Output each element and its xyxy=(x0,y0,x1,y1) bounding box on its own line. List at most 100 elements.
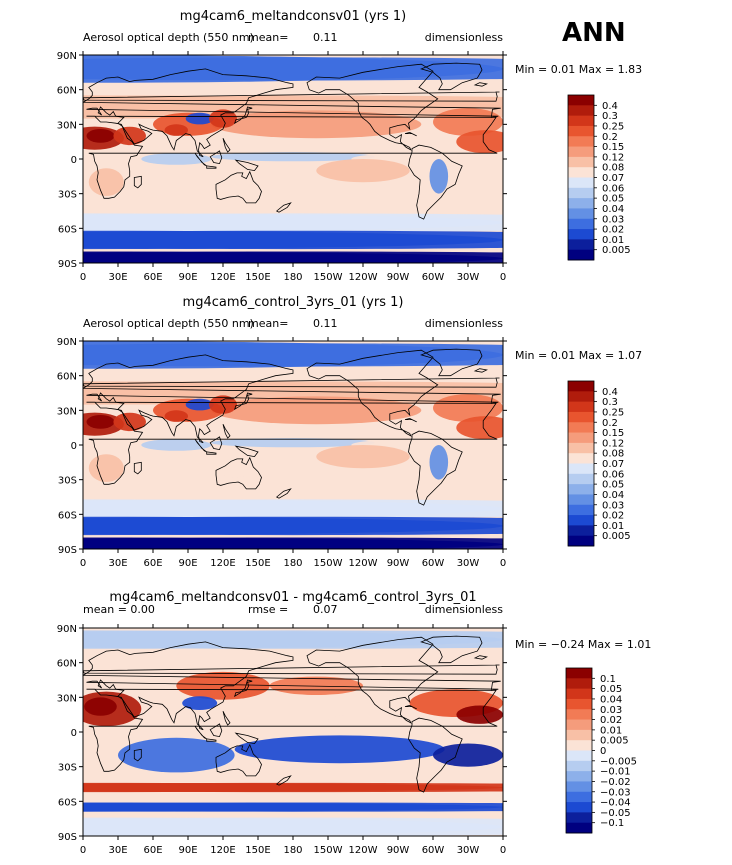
contour-field xyxy=(83,55,503,263)
colorbar-label: 0.08 xyxy=(602,163,624,174)
coastline xyxy=(83,641,501,731)
colorbar-label: 0.02 xyxy=(602,225,624,236)
y-tick-label: 60N xyxy=(57,372,77,383)
y-tick-label: 30N xyxy=(57,406,77,417)
x-tick-label: 120W xyxy=(349,272,378,283)
x-tick-label: 30W xyxy=(457,845,480,856)
coastline xyxy=(83,68,501,158)
y-tick-label: 60N xyxy=(57,659,77,670)
contour-field xyxy=(83,341,503,549)
colorbar-swatch xyxy=(566,709,592,720)
y-tick-label: 0 xyxy=(71,155,77,166)
colorbar-swatch xyxy=(568,535,594,547)
colorbar-swatch xyxy=(568,515,594,526)
x-tick-label: 60W xyxy=(422,558,445,569)
contour-region xyxy=(316,159,410,183)
colorbar-label: 0.02 xyxy=(600,715,622,726)
min-max-label: Min = 0.01 Max = 1.83 xyxy=(515,63,642,76)
colorbar-swatch xyxy=(568,239,594,251)
x-tick-label: 120E xyxy=(210,845,235,856)
colorbar-swatch xyxy=(568,432,594,444)
contour-region xyxy=(185,398,214,411)
coastline xyxy=(234,159,259,172)
coastline xyxy=(275,488,292,499)
colorbar-swatch xyxy=(566,781,592,793)
contour-region xyxy=(211,152,375,162)
y-tick-label: 90N xyxy=(57,51,77,62)
y-tick-label: 0 xyxy=(71,441,77,452)
x-tick-label: 120E xyxy=(210,558,235,569)
colorbar-swatch xyxy=(566,812,592,824)
contour-region xyxy=(164,124,188,136)
coastline xyxy=(83,354,501,444)
units-label: dimensionless xyxy=(425,317,504,330)
colorbar-swatch xyxy=(568,422,594,433)
map-background xyxy=(83,628,503,836)
coastline xyxy=(83,91,500,102)
contour-region xyxy=(83,802,503,812)
colorbar-label: 0.06 xyxy=(602,469,624,480)
contour-region xyxy=(456,416,503,440)
colorbar-swatch xyxy=(568,494,594,506)
x-tick-label: 60E xyxy=(143,272,162,283)
coastline xyxy=(206,451,217,455)
coastline xyxy=(404,417,417,423)
colorbar-swatch xyxy=(566,771,592,782)
mean-label: mean= xyxy=(248,317,288,330)
colorbar-swatch xyxy=(568,95,594,106)
panel-2: mg4cam6_control_3yrs_01 (yrs 1) Aerosol o… xyxy=(57,295,642,569)
x-tick-label: 120W xyxy=(349,845,378,856)
coastline xyxy=(234,679,253,698)
colorbar-label: 0.07 xyxy=(602,459,624,470)
contour-region xyxy=(164,410,188,422)
contour-region xyxy=(433,743,503,767)
coastline xyxy=(234,732,259,745)
x-tick-label: 30W xyxy=(457,272,480,283)
x-tick-label: 0 xyxy=(500,845,506,856)
x-tick-label: 180 xyxy=(283,272,302,283)
x-tick-label: 120W xyxy=(349,558,378,569)
colorbar-label: 0.2 xyxy=(602,132,618,143)
contour-region xyxy=(176,671,270,700)
contour-region xyxy=(83,537,503,549)
coastline xyxy=(83,377,500,388)
x-tick-label: 0 xyxy=(80,558,86,569)
colorbar-label: 0.005 xyxy=(602,245,631,256)
contour-region xyxy=(86,129,115,143)
coastline xyxy=(86,688,498,772)
colorbar-label: 0.04 xyxy=(600,694,622,705)
x-tick-label: 30W xyxy=(457,558,480,569)
colorbar-label: 0.3 xyxy=(602,397,618,408)
panel-title: mg4cam6_control_3yrs_01 (yrs 1) xyxy=(183,295,404,310)
coastline xyxy=(404,704,417,710)
colorbar-label: −0.05 xyxy=(600,808,631,819)
x-tick-label: 0 xyxy=(500,272,506,283)
colorbar-label: 0.12 xyxy=(602,438,624,449)
colorbar-label: 0.02 xyxy=(602,511,624,522)
coastline xyxy=(206,165,217,169)
colorbar-label: 0.04 xyxy=(602,490,624,501)
x-tick-label: 0 xyxy=(80,845,86,856)
colorbar-label: 0.4 xyxy=(602,387,618,398)
colorbar-swatch xyxy=(566,719,592,731)
x-tick-label: 150E xyxy=(245,845,270,856)
y-tick-label: 90N xyxy=(57,337,77,348)
coastline xyxy=(234,445,259,458)
mean-value: 0.11 xyxy=(313,31,338,44)
colorbar-label: 0 xyxy=(600,746,606,757)
mean-value: 0.11 xyxy=(313,317,338,330)
variable-label: Aerosol optical depth (550 nm) xyxy=(83,31,254,44)
mean-label: mean= xyxy=(248,31,288,44)
contour-region xyxy=(211,438,375,448)
colorbar-label: 0.07 xyxy=(602,173,624,184)
colorbar-swatch xyxy=(568,463,594,475)
colorbar-swatch xyxy=(566,740,592,751)
contour-region xyxy=(429,159,449,194)
x-tick-label: 180 xyxy=(283,845,302,856)
colorbar-swatch xyxy=(568,177,594,189)
x-tick-label: 120E xyxy=(210,272,235,283)
x-tick-label: 90W xyxy=(387,272,410,283)
coastline xyxy=(234,106,253,125)
panel-3: mg4cam6_meltandconsv01 - mg4cam6_control… xyxy=(57,590,652,856)
coastline xyxy=(408,144,463,220)
